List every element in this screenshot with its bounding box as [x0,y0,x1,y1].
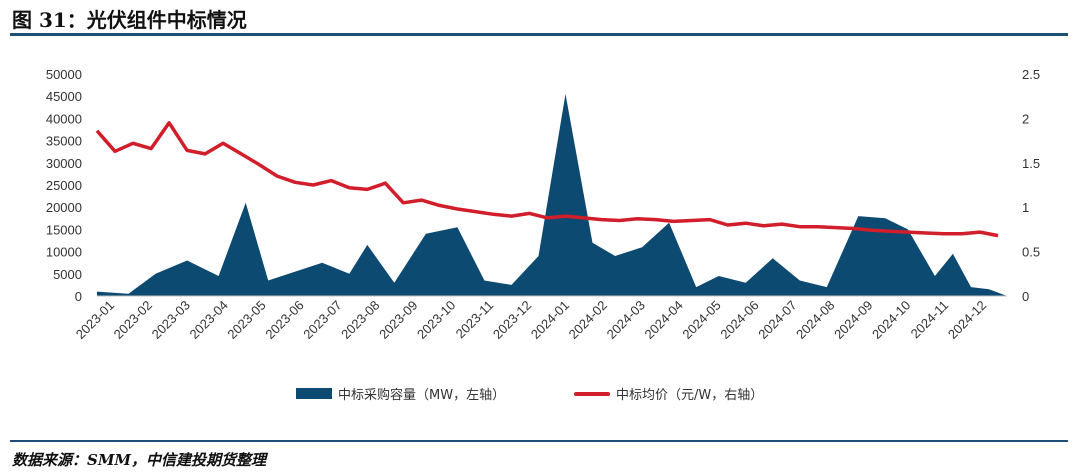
x-tick-label: 2023-09 [376,298,420,342]
right-tick-label: 0.5 [1022,245,1040,260]
x-tick-label: 2024-05 [679,298,723,342]
page-title: 图 31：光伏组件中标情况 [12,8,247,32]
left-tick-label: 25000 [46,178,82,193]
x-tick-label: 2024-11 [908,298,952,342]
x-tick-label: 2023-11 [453,298,497,342]
right-axis-ticks: 0 0.5 1 1.5 2 2.5 [1022,67,1040,304]
capacity-area [97,94,1007,296]
right-tick-label: 2 [1022,111,1029,126]
x-tick-label: 2024-03 [604,298,648,342]
right-tick-label: 1.5 [1022,156,1040,171]
legend-item-capacity: 中标采购容量（MW，左轴） [296,384,505,403]
right-tick-label: 2.5 [1022,67,1040,82]
left-tick-label: 15000 [46,222,82,237]
legend-swatch-area [296,388,332,399]
left-tick-label: 50000 [46,67,82,82]
legend-label-capacity: 中标采购容量（MW，左轴） [338,388,506,403]
x-tick-label: 2024-06 [717,298,761,342]
left-tick-label: 5000 [53,267,82,282]
legend-label-price: 中标均价（元/W，右轴） [616,388,764,403]
footer-rule [10,440,1068,442]
legend-item-price: 中标均价（元/W，右轴） [574,384,763,403]
x-tick-label: 2023-01 [73,298,117,342]
left-tick-label: 20000 [46,200,82,215]
title-rule [10,33,1068,36]
left-tick-label: 10000 [46,245,82,260]
x-tick-label: 2023-08 [338,298,382,342]
x-tick-label: 2023-02 [111,298,155,342]
left-tick-label: 45000 [46,89,82,104]
x-tick-label: 2024-02 [566,298,610,342]
source-note: 数据来源：SMM，中信建投期货整理 [12,451,267,469]
left-tick-label: 30000 [46,156,82,171]
legend-swatch-line [574,391,610,396]
x-tick-label: 2024-10 [869,298,913,342]
left-axis-ticks: 0 5000 10000 15000 20000 25000 30000 35000 40000… [46,67,82,304]
x-axis-ticks: 2023-012023-022023-032023-042023-052023-… [73,298,989,342]
left-tick-label: 40000 [46,111,82,126]
left-tick-label: 35000 [46,134,82,149]
x-tick-label: 2024-08 [793,298,837,342]
x-tick-label: 2024-04 [642,298,686,342]
x-tick-label: 2023-10 [414,298,458,342]
x-tick-label: 2023-06 [262,298,306,342]
left-tick-label: 0 [75,289,82,304]
x-tick-label: 2024-01 [528,298,572,342]
x-tick-label: 2023-03 [149,298,193,342]
x-tick-label: 2023-04 [187,298,231,342]
right-tick-label: 0 [1022,289,1029,304]
x-tick-label: 2024-07 [755,298,799,342]
right-tick-label: 1 [1022,200,1029,215]
x-tick-label: 2024-09 [831,298,875,342]
x-tick-label: 2023-05 [224,298,268,342]
x-tick-label: 2023-07 [300,298,344,342]
x-tick-label: 2024-12 [945,298,989,342]
x-tick-label: 2023-12 [490,298,534,342]
price-line [95,121,999,238]
